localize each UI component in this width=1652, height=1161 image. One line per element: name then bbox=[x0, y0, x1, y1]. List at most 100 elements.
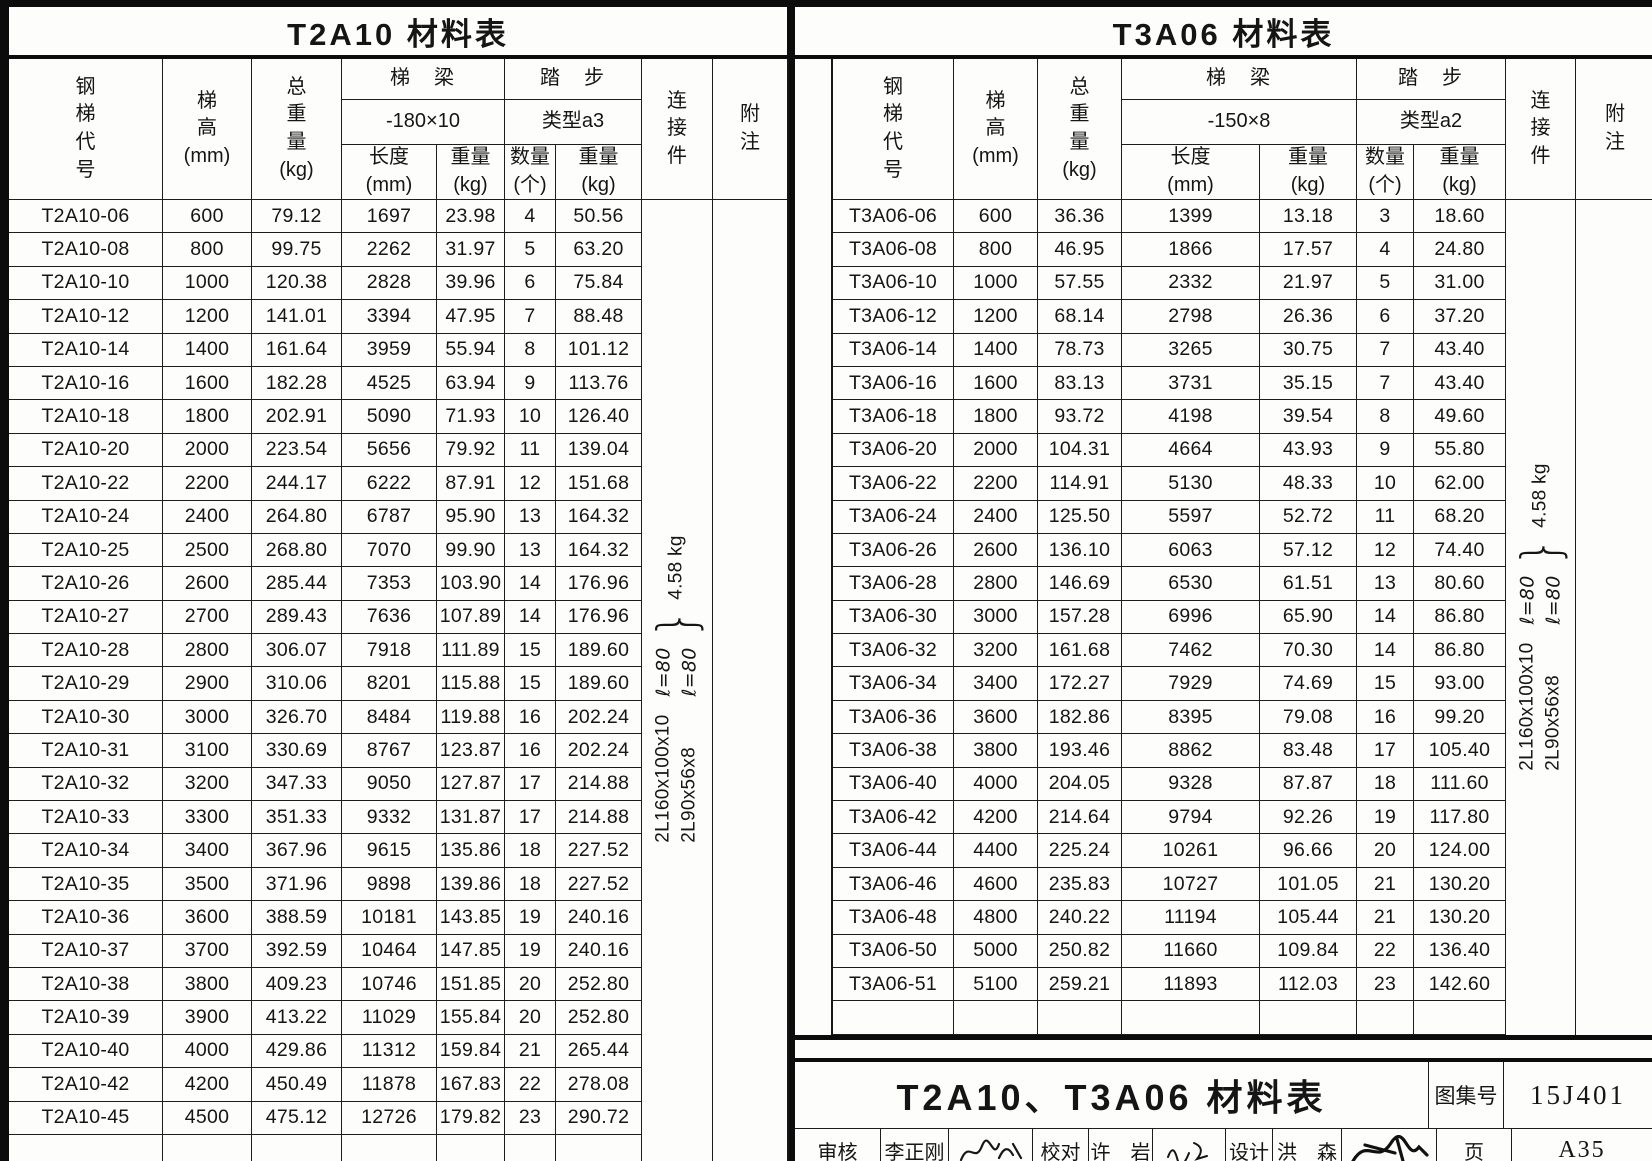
table-cell: 5597 bbox=[1122, 500, 1260, 534]
sheet-title: T2A10、T3A06 材料表 bbox=[795, 1062, 1429, 1128]
right-table-bottom-border bbox=[795, 1035, 1652, 1040]
col-header-count: 数量 (个) bbox=[1357, 145, 1414, 200]
table-cell: 17 bbox=[505, 801, 556, 835]
table-cell: 151.68 bbox=[556, 467, 642, 501]
table-cell: 193.46 bbox=[1038, 734, 1122, 768]
table-cell bbox=[556, 1134, 642, 1161]
table-cell: 22 bbox=[505, 1068, 556, 1102]
table-cell: 268.80 bbox=[252, 533, 342, 568]
table-cell: 49.60 bbox=[1414, 400, 1506, 434]
table-cell: 18 bbox=[1357, 767, 1414, 802]
table-cell: 450.49 bbox=[252, 1068, 342, 1102]
table-cell: 31.97 bbox=[437, 233, 505, 267]
reviewer-signature bbox=[949, 1129, 1033, 1161]
table-cell: 18.60 bbox=[1414, 200, 1506, 234]
table-cell: 2500 bbox=[163, 533, 252, 568]
table-cell: 21 bbox=[505, 1034, 556, 1069]
table-cell: 176.96 bbox=[556, 600, 642, 635]
table-cell: 413.22 bbox=[252, 1001, 342, 1035]
ladder-code-cell: T2A10-12 bbox=[9, 300, 163, 334]
brace-glyph: } bbox=[645, 609, 709, 639]
table-cell: 11660 bbox=[1122, 934, 1260, 968]
table-cell: 7462 bbox=[1122, 634, 1260, 668]
table-cell: 3731 bbox=[1122, 366, 1260, 401]
table-cell: 87.87 bbox=[1260, 767, 1357, 802]
ladder-code-cell: T2A10-31 bbox=[9, 734, 163, 768]
table-cell: 47.95 bbox=[437, 300, 505, 334]
table-cell: 429.86 bbox=[252, 1034, 342, 1069]
connector-spec-2: 2L90x56x8 bbox=[679, 747, 701, 844]
table-cell: 214.88 bbox=[556, 767, 642, 802]
table-cell: 3200 bbox=[163, 767, 252, 802]
table-cell: 227.52 bbox=[556, 834, 642, 868]
table-cell: 11029 bbox=[342, 1001, 437, 1035]
table-cell: 79.12 bbox=[252, 200, 342, 234]
table-cell: 20 bbox=[505, 1001, 556, 1035]
connector-column-body: 2L160x100x10 ℓ=80 2L90x56x8 ℓ=80 } 4.58 kg bbox=[1506, 200, 1576, 1035]
table-cell: 176.96 bbox=[556, 567, 642, 601]
table-cell: 367.96 bbox=[252, 834, 342, 868]
table-cell: 75.84 bbox=[556, 266, 642, 301]
table-cell: 3700 bbox=[163, 934, 252, 968]
table-cell: 4 bbox=[505, 200, 556, 234]
table-cell: 347.33 bbox=[252, 767, 342, 802]
table-cell: 35.15 bbox=[1260, 366, 1357, 401]
ladder-code-cell: T2A10-39 bbox=[9, 1001, 163, 1035]
col-header-total-weight: 总 重 量 (kg) bbox=[1038, 59, 1122, 200]
ladder-code-cell: T3A06-08 bbox=[833, 233, 954, 267]
table-cell: 1000 bbox=[163, 266, 252, 301]
connector-len-1: ℓ=80 bbox=[1516, 575, 1539, 625]
table-cell: 600 bbox=[954, 200, 1038, 234]
table-cell: 74.40 bbox=[1414, 533, 1506, 568]
ladder-code-cell: T2A10-28 bbox=[9, 634, 163, 668]
table-cell: 3900 bbox=[163, 1001, 252, 1035]
table-cell: 88.48 bbox=[556, 300, 642, 334]
table-cell: 17.57 bbox=[1260, 233, 1357, 267]
ladder-code-cell: T3A06-34 bbox=[833, 667, 954, 701]
table-cell: 189.60 bbox=[556, 634, 642, 668]
table-cell: 71.93 bbox=[437, 400, 505, 434]
table-cell: 111.89 bbox=[437, 634, 505, 668]
left-table-title: T2A10 材料表 bbox=[287, 16, 509, 52]
table-cell: 80.60 bbox=[1414, 567, 1506, 601]
table-cell: 2700 bbox=[163, 600, 252, 635]
table-cell: 1800 bbox=[163, 400, 252, 434]
table-cell: 2200 bbox=[163, 467, 252, 501]
table-cell: 202.91 bbox=[252, 400, 342, 434]
table-cell: 3600 bbox=[163, 901, 252, 935]
table-cell: 74.69 bbox=[1260, 667, 1357, 701]
table-cell: 12 bbox=[505, 467, 556, 501]
ladder-code-cell: T2A10-10 bbox=[9, 266, 163, 301]
table-cell: 330.69 bbox=[252, 734, 342, 768]
table-cell: 18 bbox=[505, 834, 556, 868]
table-cell: 46.95 bbox=[1038, 233, 1122, 267]
table-cell: 61.51 bbox=[1260, 567, 1357, 601]
table-cell: 11878 bbox=[342, 1068, 437, 1102]
table-cell: 113.76 bbox=[556, 366, 642, 401]
table-cell: 126.40 bbox=[556, 400, 642, 434]
table-cell: 4000 bbox=[163, 1034, 252, 1069]
table-cell: 79.92 bbox=[437, 433, 505, 468]
designer-signature bbox=[1342, 1129, 1437, 1161]
table-cell: 131.87 bbox=[437, 801, 505, 835]
table-cell: 179.82 bbox=[437, 1101, 505, 1135]
ladder-code-cell: T2A10-35 bbox=[9, 867, 163, 902]
table-cell: 143.85 bbox=[437, 901, 505, 935]
connector-spec-1: 2L160x100x10 bbox=[653, 714, 675, 844]
table-cell: 115.88 bbox=[437, 667, 505, 701]
note-column-body bbox=[713, 200, 787, 1161]
table-cell: 86.80 bbox=[1414, 600, 1506, 635]
review-label: 审核 bbox=[795, 1129, 881, 1161]
table-cell: 15 bbox=[505, 634, 556, 668]
table-cell: 9898 bbox=[342, 867, 437, 902]
connector-column-body: 2L160x100x10 ℓ=80 2L90x56x8 ℓ=80 } 4.58 kg bbox=[642, 200, 713, 1161]
ladder-code-cell: T3A06-44 bbox=[833, 834, 954, 868]
table-cell: 55.80 bbox=[1414, 433, 1506, 468]
ladder-code-cell: T2A10-34 bbox=[9, 834, 163, 868]
table-cell: 1400 bbox=[163, 333, 252, 367]
ladder-code-cell: T2A10-42 bbox=[9, 1068, 163, 1102]
ladder-code-cell: T3A06-12 bbox=[833, 300, 954, 334]
table-cell: 120.38 bbox=[252, 266, 342, 301]
table-cell: 5 bbox=[505, 233, 556, 267]
step-type: 类型a3 bbox=[505, 100, 642, 145]
